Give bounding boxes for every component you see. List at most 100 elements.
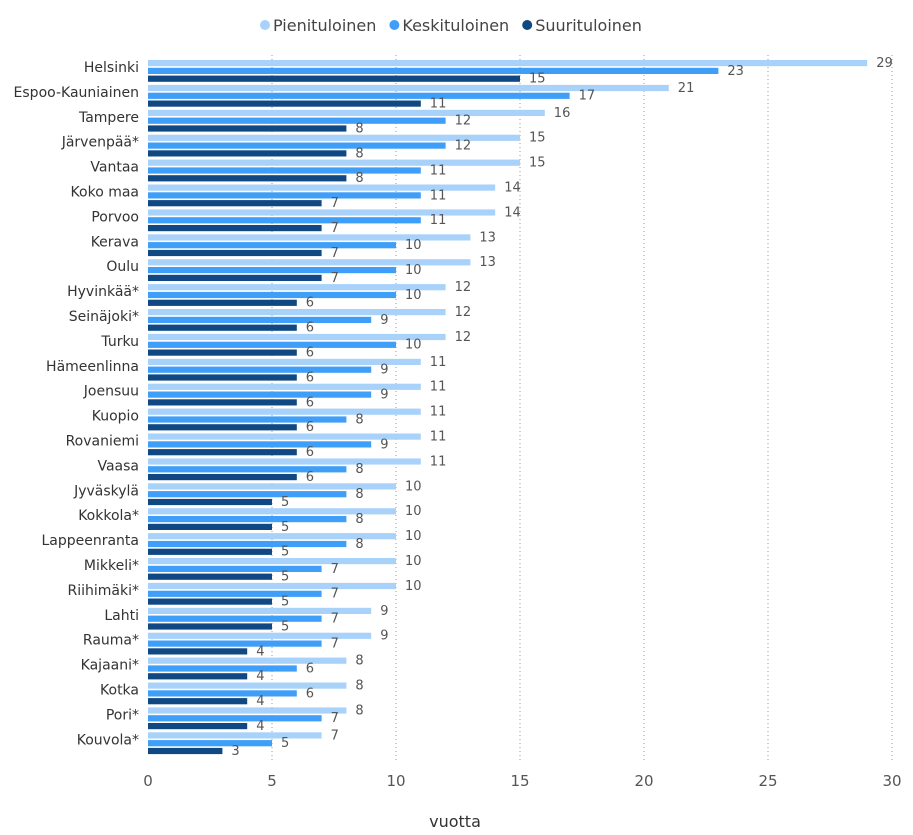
bar	[148, 209, 496, 216]
data-label: 12	[455, 139, 472, 154]
data-label: 13	[479, 230, 496, 245]
data-label: 8	[355, 121, 363, 136]
x-axis-title: vuotta	[429, 812, 481, 831]
data-label: 8	[355, 512, 363, 527]
data-label: 15	[529, 72, 546, 87]
category-label: Koko maa	[71, 185, 139, 201]
category-label: Porvoo	[91, 209, 139, 225]
legend-marker	[522, 20, 533, 30]
data-label: 5	[281, 520, 289, 535]
category-label: Rauma*	[83, 633, 139, 649]
x-tick-label: 20	[634, 772, 653, 790]
data-label: 7	[331, 587, 339, 602]
data-label: 7	[331, 271, 339, 286]
bar	[148, 640, 322, 647]
bar	[148, 150, 347, 157]
bar	[148, 747, 223, 755]
data-label: 12	[455, 114, 472, 129]
bar	[148, 167, 421, 174]
data-label: 11	[430, 380, 447, 395]
bar	[148, 533, 396, 540]
x-tick-label: 25	[758, 772, 777, 790]
bar	[148, 466, 347, 473]
bars: 29 23 15 21 17 11 16 12 8 15 12 8 15 11 8 14 11 7 14 11 7 13 1…	[148, 56, 893, 759]
data-label: 5	[281, 545, 289, 560]
data-label: 6	[306, 370, 314, 385]
legend-label: Suurituloinen	[535, 16, 642, 35]
data-label: 15	[529, 131, 546, 146]
bar	[148, 441, 372, 448]
bar	[148, 449, 297, 456]
bar	[148, 715, 322, 722]
data-label: 11	[430, 163, 447, 178]
data-label: 11	[430, 213, 447, 228]
bar	[148, 284, 446, 291]
data-label: 3	[231, 744, 239, 759]
data-label: 6	[306, 686, 314, 701]
category-label: Kotka	[100, 683, 139, 699]
bar	[148, 516, 347, 523]
data-label: 8	[355, 487, 363, 502]
bar	[148, 267, 396, 274]
bar	[148, 333, 446, 341]
category-label: Vantaa	[90, 160, 139, 176]
bar	[148, 299, 297, 306]
bar	[148, 673, 248, 680]
x-axis: 0 5 10 15 20 25 30	[143, 772, 901, 790]
bar	[148, 383, 421, 390]
bar	[148, 349, 297, 356]
data-label: 9	[380, 604, 388, 619]
bar	[148, 159, 520, 166]
data-label: 15	[529, 156, 546, 171]
x-tick-label: 5	[267, 772, 277, 790]
data-label: 7	[331, 728, 339, 743]
data-label: 5	[281, 736, 289, 751]
bar	[148, 249, 322, 257]
data-label: 4	[256, 719, 264, 734]
bar	[148, 607, 372, 614]
category-label: Pori*	[106, 707, 139, 723]
data-label: 8	[355, 679, 363, 694]
bar	[148, 623, 272, 630]
bar	[148, 615, 322, 622]
bar	[148, 217, 421, 224]
data-label: 9	[380, 629, 388, 644]
data-label: 8	[355, 171, 363, 186]
bar	[148, 366, 372, 373]
data-label: 7	[331, 637, 339, 652]
data-label: 7	[331, 612, 339, 627]
data-label: 9	[380, 363, 388, 378]
bar	[148, 192, 421, 199]
data-label: 6	[306, 346, 314, 361]
data-label: 11	[430, 454, 447, 469]
data-label: 5	[281, 570, 289, 585]
data-label: 9	[380, 313, 388, 328]
data-label: 10	[405, 529, 422, 544]
bar	[148, 117, 446, 124]
bar	[148, 707, 347, 714]
data-label: 23	[727, 64, 744, 79]
category-label: Kerava	[91, 234, 139, 250]
bar	[148, 109, 545, 116]
bar	[148, 723, 248, 730]
legend-label: Pienituloinen	[273, 16, 376, 35]
data-label: 7	[331, 221, 339, 236]
data-label: 6	[306, 445, 314, 460]
bar	[148, 142, 446, 149]
bar	[148, 399, 297, 406]
category-label: Seinäjoki*	[69, 309, 139, 325]
bar	[148, 590, 322, 597]
data-label: 8	[355, 654, 363, 669]
bar	[148, 200, 322, 207]
data-label: 21	[678, 81, 695, 96]
bar	[148, 175, 347, 182]
data-label: 11	[430, 430, 447, 445]
data-label: 6	[306, 395, 314, 410]
bar	[148, 657, 347, 664]
data-label: 11	[430, 97, 447, 112]
data-label: 12	[455, 305, 472, 320]
data-label: 10	[405, 338, 422, 353]
bar	[148, 134, 520, 141]
bar	[148, 234, 471, 241]
